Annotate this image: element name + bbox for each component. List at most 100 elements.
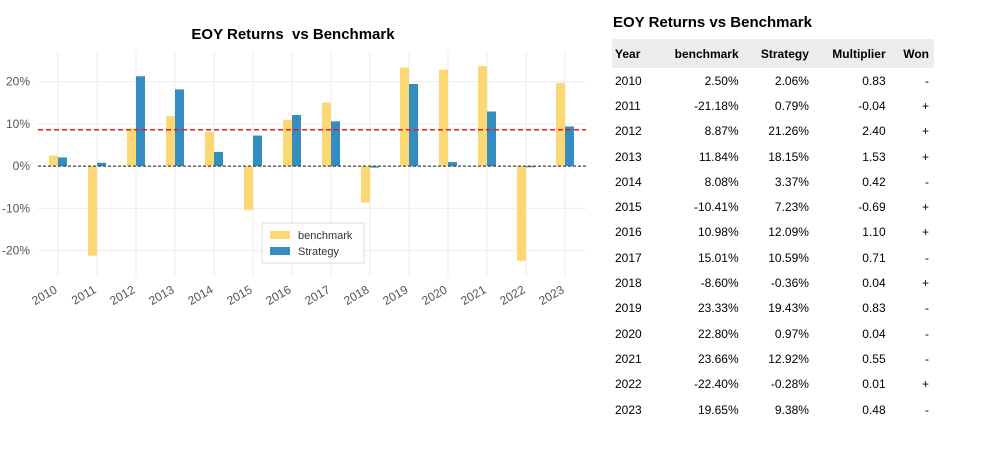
legend-box (261, 222, 365, 264)
table-cell-multiplier: 0.04 (862, 276, 886, 291)
table-cell-won: - (925, 250, 929, 265)
table-row: 2019 23.33% 19.43% 0.83 - (612, 296, 934, 321)
bar-benchmark-2019 (400, 67, 409, 167)
table-cell-strategy: 19.43% (768, 301, 809, 316)
x-tick-label: 2011 (69, 282, 99, 307)
table-cell-multiplier: 0.83 (862, 73, 886, 88)
bar-benchmark-2016 (283, 119, 292, 167)
legend-label-benchmark: benchmark (298, 230, 353, 242)
table-cell-benchmark: -22.40% (693, 377, 739, 392)
table-row: 2022 -22.40% -0.28% 0.01 + (612, 372, 934, 397)
x-tick-label: 2014 (185, 282, 215, 308)
table-cell-benchmark: 8.08% (704, 174, 739, 189)
x-tick-label: 2010 (29, 282, 59, 308)
table-cell-benchmark: -21.18% (693, 98, 739, 113)
table-cell-won: + (921, 225, 929, 240)
table-cell-year: 2011 (615, 98, 641, 113)
table-cell-benchmark: 19.65% (697, 402, 739, 417)
table-cell-won: - (925, 326, 929, 341)
bar-benchmark-2012 (127, 128, 136, 167)
table-row: 2015 -10.41% 7.23% -0.69 + (612, 194, 934, 219)
table-cell-won: + (921, 377, 929, 392)
bar-strategy-2020 (448, 162, 457, 167)
y-tick-label: 20% (6, 75, 30, 89)
bar-benchmark-2017 (322, 102, 331, 167)
bar-benchmark-2013 (166, 116, 175, 167)
y-axis-ticks: -20% -10% 0% 10% 20% (2, 75, 30, 258)
bar-strategy-2018 (370, 166, 379, 168)
table-body: 2010 2.50% 2.06% 0.83-2011 -21.18% 0.79% -0.04… (612, 68, 934, 422)
table-cell-multiplier: 0.83 (862, 301, 886, 316)
table-cell-strategy: 0.79% (774, 98, 809, 113)
table-cell-year: 2017 (615, 250, 642, 265)
table-cell-won: + (921, 276, 929, 291)
table-cell-benchmark: 10.98% (697, 225, 739, 240)
legend-swatch-benchmark (270, 231, 290, 239)
table-cell-won: + (921, 98, 929, 113)
returns-table-panel: EOY Returns vs Benchmark Year benchmark St… (612, 14, 934, 422)
table-cell-multiplier: 0.42 (862, 174, 886, 189)
reference-lines (38, 129, 586, 167)
legend-swatch-strategy (270, 247, 290, 255)
table-cell-strategy: 3.37% (774, 174, 809, 189)
table-cell-benchmark: 22.80% (697, 326, 739, 341)
bar-benchmark-2021 (478, 66, 487, 167)
bar-strategy-2013 (175, 89, 184, 167)
x-tick-label: 2016 (263, 282, 293, 308)
bar-strategy-2012 (136, 76, 145, 167)
y-tick-label: -20% (2, 244, 30, 258)
table-cell-multiplier: 2.40 (862, 124, 886, 139)
table-cell-benchmark: 23.66% (697, 351, 739, 366)
y-tick-label: -10% (2, 201, 30, 215)
bar-strategy-2019 (409, 83, 418, 167)
bar-benchmark-2022 (517, 166, 526, 261)
x-tick-label: 2019 (380, 282, 410, 308)
table-cell-year: 2016 (615, 225, 642, 240)
table-cell-year: 2021 (615, 351, 642, 366)
table-cell-won: - (925, 351, 929, 366)
table-cell-multiplier: -0.69 (858, 200, 886, 215)
table-header-year: Year (615, 46, 641, 61)
table-cell-year: 2022 (615, 377, 642, 392)
table-cell-strategy: -0.36% (770, 276, 809, 291)
legend-label-strategy: Strategy (298, 246, 339, 258)
table-header-row: Year benchmark Strategy Multiplier Won (612, 39, 934, 68)
table-row: 2023 19.65% 9.38% 0.48 - (612, 397, 934, 422)
table-cell-year: 2014 (615, 174, 642, 189)
bar-benchmark-2010 (49, 155, 58, 167)
x-tick-label: 2013 (146, 282, 176, 308)
table-cell-year: 2019 (615, 301, 642, 316)
bars (49, 66, 574, 261)
table-cell-multiplier: 0.01 (862, 377, 886, 392)
x-tick-label: 2017 (302, 282, 332, 308)
table-cell-benchmark: 2.50% (704, 73, 739, 88)
table-cell-benchmark: 15.01% (697, 250, 739, 265)
table-cell-strategy: 9.38% (774, 402, 809, 417)
table-cell-strategy: 2.06% (774, 73, 809, 88)
table-cell-year: 2012 (615, 124, 642, 139)
bar-strategy-2011 (97, 162, 106, 167)
y-tick-label: 10% (6, 117, 30, 131)
table-row: 2014 8.08% 3.37% 0.42 - (612, 169, 934, 194)
table-row: 2013 11.84% 18.15% 1.53 + (612, 144, 934, 169)
bar-benchmark-2023 (556, 83, 565, 167)
table-row: 2017 15.01% 10.59% 0.71 - (612, 245, 934, 270)
bar-strategy-2017 (331, 121, 340, 167)
x-tick-label: 2020 (419, 282, 449, 308)
returns-table: Year benchmark Strategy Multiplier Won 2010 2… (612, 39, 934, 422)
bar-strategy-2014 (214, 151, 223, 167)
x-tick-label: 2018 (341, 282, 371, 308)
table-cell-won: - (925, 301, 929, 316)
table-row: 2011 -21.18% 0.79% -0.04 + (612, 93, 934, 118)
table-title: EOY Returns vs Benchmark (613, 14, 812, 31)
legend: benchmark Strategy (261, 222, 365, 264)
chart-title: EOY Returns vs Benchmark (191, 26, 395, 43)
bar-benchmark-2020 (439, 69, 448, 167)
table-cell-multiplier: 0.71 (862, 250, 886, 265)
table-cell-benchmark: 11.84% (698, 149, 739, 164)
table-cell-year: 2023 (615, 402, 642, 417)
bar-benchmark-2011 (88, 166, 97, 256)
table-cell-won: - (925, 402, 929, 417)
table-cell-won: - (925, 174, 929, 189)
table-cell-won: + (921, 124, 929, 139)
